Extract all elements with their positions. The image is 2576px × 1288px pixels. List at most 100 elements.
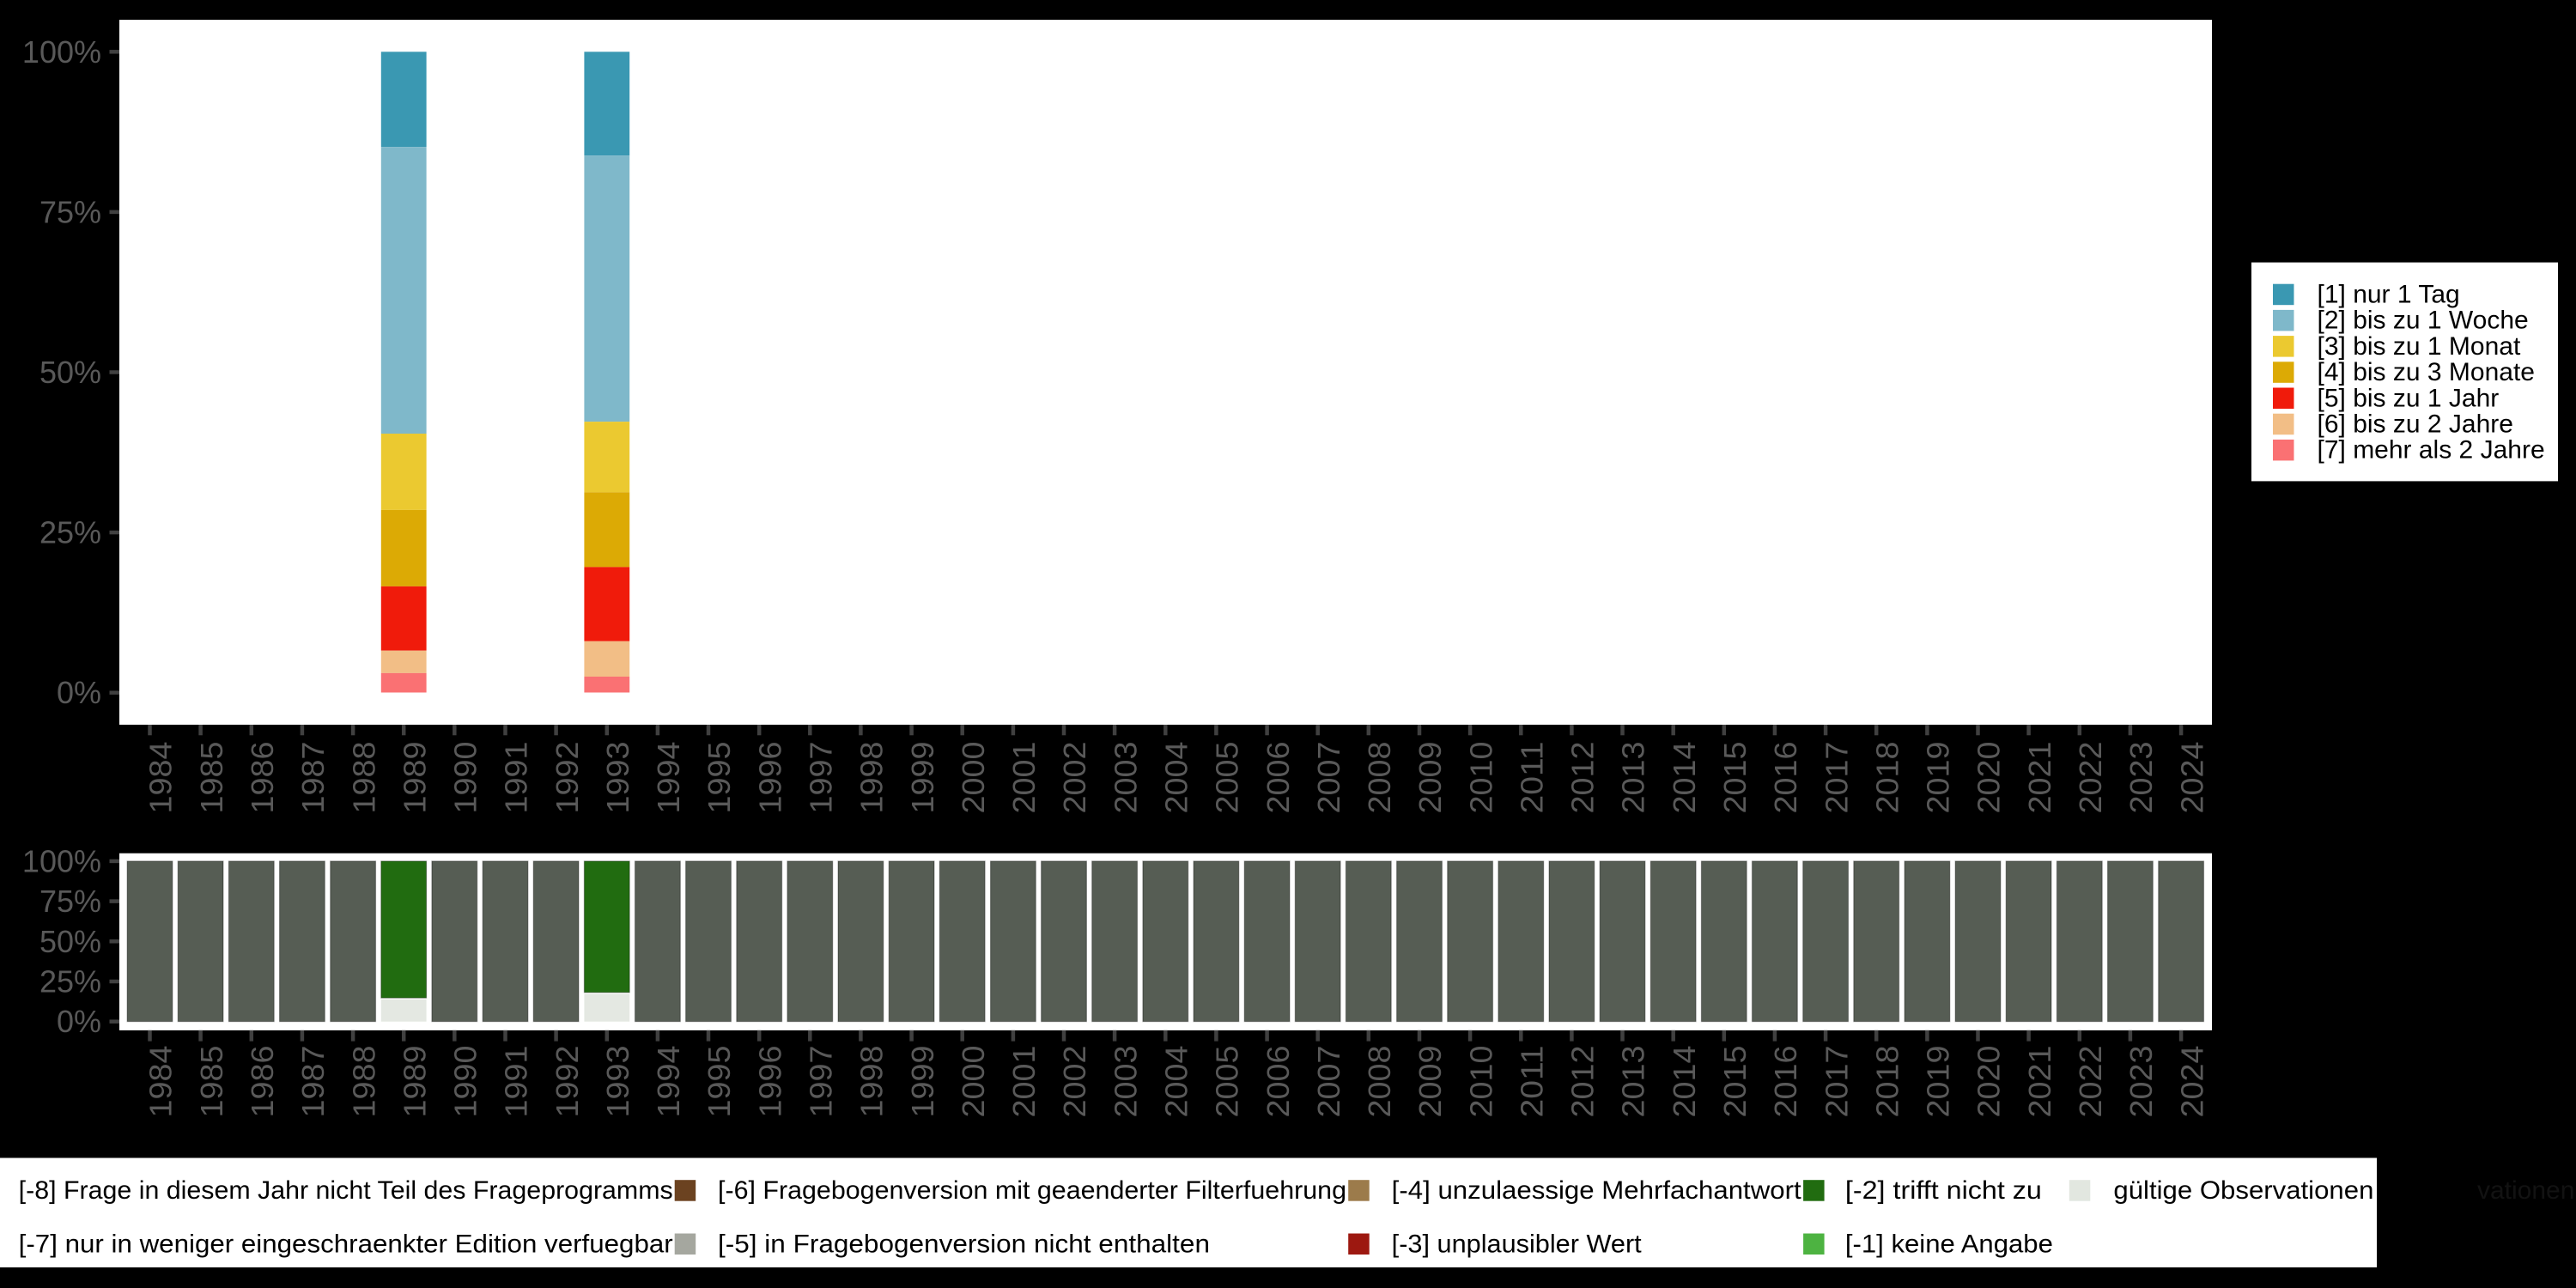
- svg-text:1991: 1991: [499, 1046, 534, 1118]
- svg-text:2014: 2014: [1667, 1046, 1702, 1118]
- svg-text:50%: 50%: [39, 924, 101, 959]
- svg-text:[4] bis zu 3 Monate: [4] bis zu 3 Monate: [2318, 358, 2535, 386]
- svg-text:1987: 1987: [295, 742, 331, 814]
- svg-text:1988: 1988: [346, 1046, 381, 1118]
- svg-text:2015: 2015: [1717, 1046, 1753, 1118]
- svg-text:2017: 2017: [1819, 1046, 1854, 1118]
- svg-text:2024: 2024: [2174, 1046, 2209, 1118]
- svg-text:1995: 1995: [702, 1046, 737, 1118]
- svg-text:2008: 2008: [1362, 742, 1397, 814]
- svg-text:2001: 2001: [1006, 1046, 1042, 1118]
- svg-text:2003: 2003: [1108, 742, 1143, 814]
- svg-text:[-1] keine Angabe: [-1] keine Angabe: [1845, 1230, 2053, 1258]
- svg-text:0%: 0%: [57, 1004, 101, 1039]
- svg-text:[7] mehr als 2 Jahre: [7] mehr als 2 Jahre: [2318, 436, 2545, 465]
- svg-text:[-6] Fragebogenversion mit gea: [-6] Fragebogenversion mit geaenderter F…: [718, 1176, 1346, 1205]
- svg-text:2021: 2021: [2022, 742, 2057, 814]
- svg-text:2002: 2002: [1057, 1046, 1092, 1118]
- svg-text:[-7] nur in weniger eingeschra: [-7] nur in weniger eingeschraenkter Edi…: [19, 1230, 673, 1258]
- svg-text:2019: 2019: [1921, 742, 1956, 814]
- svg-text:1984: 1984: [143, 1046, 179, 1118]
- svg-text:1987: 1987: [295, 1046, 331, 1118]
- svg-text:2004: 2004: [1159, 1046, 1194, 1118]
- svg-text:[6] bis zu 2 Jahre: [6] bis zu 2 Jahre: [2318, 410, 2513, 438]
- svg-text:2016: 2016: [1768, 1046, 1803, 1118]
- svg-text:1995: 1995: [702, 742, 737, 814]
- svg-text:2011: 2011: [1515, 1046, 1550, 1118]
- svg-text:1984: 1984: [143, 742, 179, 814]
- svg-text:[-5] in Fragebogenversion nich: [-5] in Fragebogenversion nicht enthalte…: [718, 1230, 1210, 1258]
- svg-text:2004: 2004: [1159, 742, 1194, 814]
- svg-text:2007: 2007: [1311, 1046, 1346, 1118]
- svg-text:2024: 2024: [2174, 742, 2209, 814]
- svg-text:2022: 2022: [2073, 1046, 2108, 1118]
- svg-text:[-8] Frage in diesem Jahr nich: [-8] Frage in diesem Jahr nicht Teil des…: [19, 1176, 673, 1205]
- svg-text:2018: 2018: [1869, 1046, 1905, 1118]
- svg-text:1990: 1990: [448, 1046, 483, 1118]
- svg-text:25%: 25%: [39, 515, 101, 550]
- svg-text:1996: 1996: [752, 742, 787, 814]
- svg-text:2015: 2015: [1717, 742, 1753, 814]
- svg-text:1992: 1992: [550, 742, 585, 814]
- svg-text:1999: 1999: [905, 1046, 940, 1118]
- svg-text:1994: 1994: [651, 742, 686, 814]
- svg-text:1998: 1998: [854, 742, 890, 814]
- svg-text:2016: 2016: [1768, 742, 1803, 814]
- svg-text:2005: 2005: [1210, 742, 1245, 814]
- svg-text:2006: 2006: [1261, 742, 1296, 814]
- svg-text:2013: 2013: [1616, 742, 1651, 814]
- svg-text:100%: 100%: [22, 34, 101, 70]
- svg-text:2018: 2018: [1869, 742, 1905, 814]
- svg-text:2010: 2010: [1463, 742, 1498, 814]
- svg-text:[1] nur 1 Tag: [1] nur 1 Tag: [2318, 280, 2460, 308]
- svg-text:1988: 1988: [346, 742, 381, 814]
- svg-text:[2] bis zu 1 Woche: [2] bis zu 1 Woche: [2318, 307, 2529, 335]
- svg-text:0%: 0%: [57, 675, 101, 710]
- svg-text:1985: 1985: [194, 1046, 229, 1118]
- svg-text:1986: 1986: [245, 1046, 280, 1118]
- svg-text:[-3] unplausibler Wert: [-3] unplausibler Wert: [1392, 1230, 1643, 1258]
- svg-text:1989: 1989: [397, 742, 432, 814]
- svg-text:1986: 1986: [245, 742, 280, 814]
- svg-text:2023: 2023: [2123, 1046, 2159, 1118]
- svg-text:[-2] trifft nicht zu: [-2] trifft nicht zu: [1845, 1176, 2042, 1205]
- svg-text:100%: 100%: [22, 843, 101, 878]
- svg-text:2006: 2006: [1261, 1046, 1296, 1118]
- svg-text:2021: 2021: [2022, 1046, 2057, 1118]
- svg-text:[5] bis zu 1 Jahr: [5] bis zu 1 Jahr: [2318, 384, 2500, 412]
- svg-text:[3] bis zu 1 Monat: [3] bis zu 1 Monat: [2318, 332, 2521, 361]
- svg-text:1997: 1997: [804, 742, 839, 814]
- svg-text:1994: 1994: [651, 1046, 686, 1118]
- svg-text:75%: 75%: [39, 194, 101, 229]
- svg-text:2002: 2002: [1057, 742, 1092, 814]
- svg-text:2009: 2009: [1413, 1046, 1448, 1118]
- svg-text:2012: 2012: [1565, 1046, 1601, 1118]
- svg-text:2013: 2013: [1616, 1046, 1651, 1118]
- svg-text:1997: 1997: [804, 1046, 839, 1118]
- svg-text:2000: 2000: [956, 1046, 991, 1118]
- svg-text:1990: 1990: [448, 742, 483, 814]
- svg-text:2014: 2014: [1667, 742, 1702, 814]
- svg-text:2020: 2020: [1971, 1046, 2007, 1118]
- svg-text:2023: 2023: [2123, 742, 2159, 814]
- svg-text:25%: 25%: [39, 964, 101, 999]
- svg-text:2001: 2001: [1006, 742, 1042, 814]
- svg-text:2010: 2010: [1463, 1046, 1498, 1118]
- svg-text:1996: 1996: [752, 1046, 787, 1118]
- svg-text:1991: 1991: [499, 742, 534, 814]
- svg-text:2003: 2003: [1108, 1046, 1143, 1118]
- svg-text:50%: 50%: [39, 355, 101, 390]
- svg-text:2017: 2017: [1819, 742, 1854, 814]
- svg-text:vationen: vationen: [2477, 1176, 2574, 1205]
- svg-text:2000: 2000: [956, 742, 991, 814]
- svg-text:2019: 2019: [1921, 1046, 1956, 1118]
- svg-text:2020: 2020: [1971, 742, 2007, 814]
- svg-text:1985: 1985: [194, 742, 229, 814]
- svg-text:2005: 2005: [1210, 1046, 1245, 1118]
- svg-text:2009: 2009: [1413, 742, 1448, 814]
- svg-text:2011: 2011: [1515, 742, 1550, 814]
- svg-text:1993: 1993: [600, 1046, 635, 1118]
- svg-text:[-4] unzulaessige Mehrfachantw: [-4] unzulaessige Mehrfachantwort: [1392, 1176, 1802, 1205]
- svg-text:2007: 2007: [1311, 742, 1346, 814]
- svg-text:75%: 75%: [39, 884, 101, 919]
